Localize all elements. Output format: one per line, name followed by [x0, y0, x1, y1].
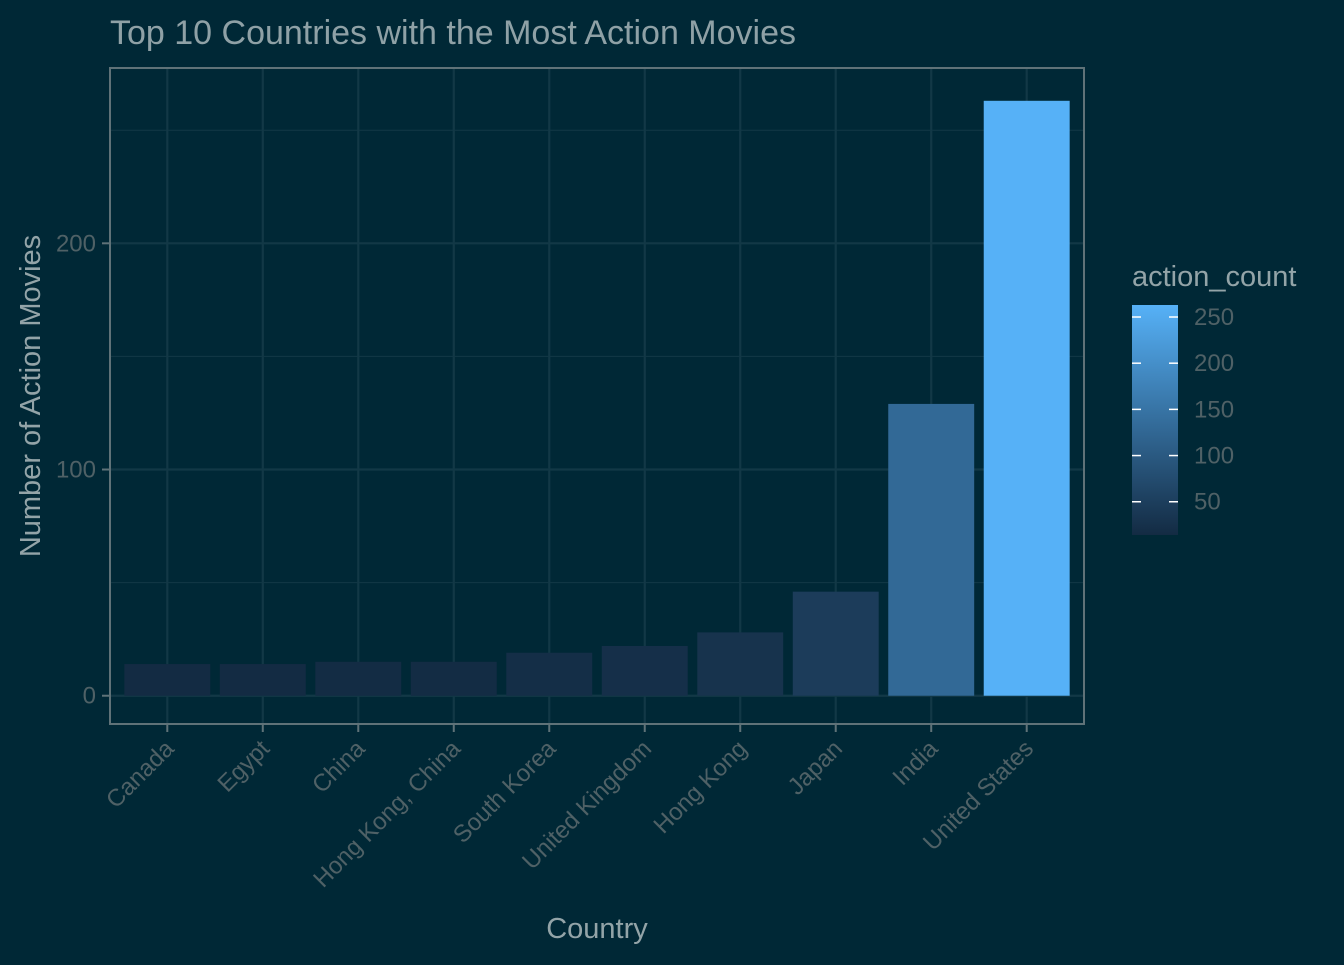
x-axis-title: Country	[546, 913, 648, 945]
bar	[219, 664, 306, 696]
x-tick-label: India	[888, 735, 944, 791]
bar	[697, 632, 784, 696]
chart-title: Top 10 Countries with the Most Action Mo…	[110, 14, 796, 52]
bar	[315, 661, 402, 696]
legend-tick-label: 200	[1194, 350, 1234, 377]
legend-tick-label: 250	[1194, 304, 1234, 331]
legend: action_count 50 100 150 200 250	[1132, 261, 1296, 535]
bar	[124, 664, 211, 696]
y-tick-label: 0	[83, 683, 96, 710]
bar	[410, 661, 497, 696]
panel-border	[109, 67, 1085, 725]
x-tick-label: Canada	[101, 735, 180, 814]
y-axis: 0 100 200	[56, 230, 110, 710]
y-tick-label: 100	[56, 457, 96, 484]
legend-tick-label: 50	[1194, 489, 1221, 516]
y-tick-label: 200	[56, 230, 96, 257]
legend-title: action_count	[1132, 261, 1296, 293]
x-tick-label: China	[307, 735, 371, 799]
bar	[601, 645, 688, 696]
bars	[124, 100, 1070, 696]
x-tick-label: Hong Kong	[648, 735, 752, 839]
bar	[983, 100, 1070, 696]
bar	[506, 652, 593, 696]
legend-ticks: 50 100 150 200 250	[1132, 304, 1234, 516]
legend-tick-label: 150	[1194, 396, 1234, 423]
bar	[888, 403, 975, 696]
x-tick-label: Japan	[783, 735, 848, 800]
legend-colorbar	[1132, 305, 1178, 535]
bar	[792, 591, 879, 696]
x-tick-label: Egypt	[213, 735, 276, 798]
legend-tick-label: 100	[1194, 443, 1234, 470]
y-axis-title: Number of Action Movies	[15, 235, 47, 557]
